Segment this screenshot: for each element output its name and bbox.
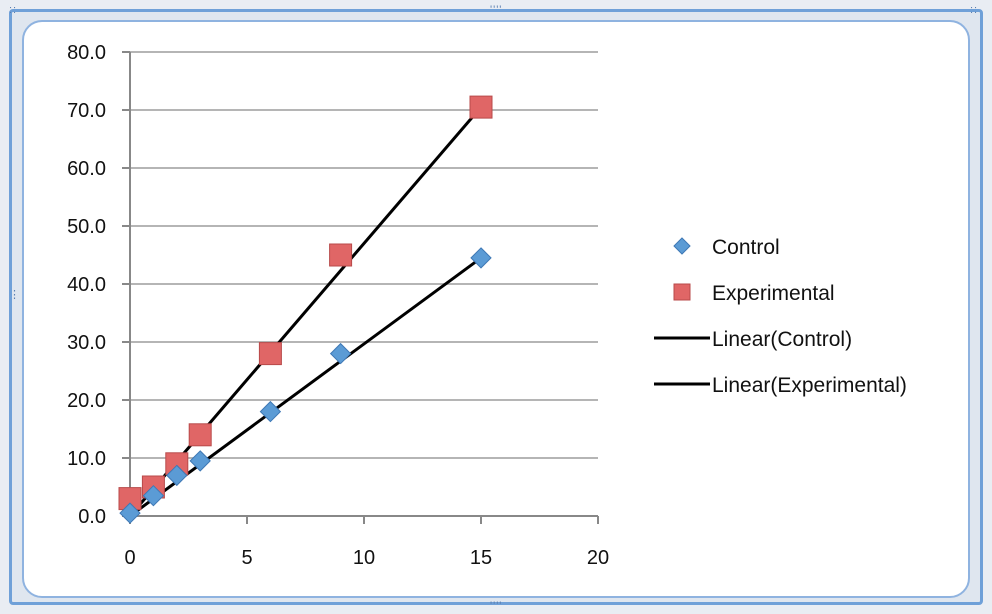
- experimental-point: [258, 342, 282, 366]
- legend-control-swatch: [673, 237, 691, 255]
- x-tick-label: 20: [587, 547, 609, 569]
- control-point: [259, 400, 282, 423]
- y-tick-label: 50.0: [67, 216, 106, 238]
- legend-experimental-label: Experimental: [712, 282, 835, 305]
- x-tick-label: 15: [470, 547, 492, 569]
- y-tick-label: 60.0: [67, 158, 106, 180]
- corner-handle-top-left[interactable]: ::: [9, 4, 18, 16]
- legend-linear-experimental-label: Linear(Experimental): [712, 374, 907, 397]
- resize-handle-top[interactable]: '''': [490, 4, 503, 16]
- y-tick-label: 40.0: [67, 274, 106, 296]
- trendline-experimental: [128, 106, 483, 517]
- x-tick-label: 5: [241, 547, 252, 569]
- legend-control-label: Control: [712, 236, 780, 259]
- resize-handle-bottom[interactable]: '''': [490, 600, 503, 612]
- control-point: [166, 464, 188, 487]
- data-points: [118, 95, 493, 524]
- corner-handle-top-right[interactable]: ::: [970, 4, 979, 16]
- legend[interactable]: Control Experimental Linear(Control) Linear…: [654, 236, 907, 397]
- gridlines: [130, 51, 598, 459]
- axes: 0.0 10.0 20.0 30.0 40.0 50.0 60.0 70.0 80.0 0 5 10 1…: [67, 42, 609, 569]
- y-tick-label: 10.0: [67, 448, 106, 470]
- x-tick-label: 0: [124, 547, 135, 569]
- y-tick-label: 80.0: [67, 42, 106, 64]
- y-tick-label: 70.0: [67, 100, 106, 122]
- y-tick-label: 0.0: [78, 506, 106, 528]
- control-point: [119, 502, 141, 524]
- legend-experimental-swatch: [673, 283, 691, 301]
- experimental-point: [188, 423, 212, 447]
- experimental-point: [469, 95, 493, 119]
- trendline-control: [129, 256, 482, 518]
- control-point: [329, 342, 352, 365]
- control-point: [189, 450, 211, 472]
- y-tick-label: 20.0: [67, 390, 106, 412]
- x-tick-label: 10: [353, 547, 375, 569]
- resize-handle-left[interactable]: ⋮: [9, 289, 21, 301]
- legend-linear-control-label: Linear(Control): [712, 328, 852, 351]
- control-point: [142, 484, 165, 507]
- y-tick-label: 30.0: [67, 332, 106, 354]
- experimental-point: [329, 243, 353, 267]
- chart-area-border[interactable]: [22, 20, 970, 598]
- control-point: [470, 247, 492, 269]
